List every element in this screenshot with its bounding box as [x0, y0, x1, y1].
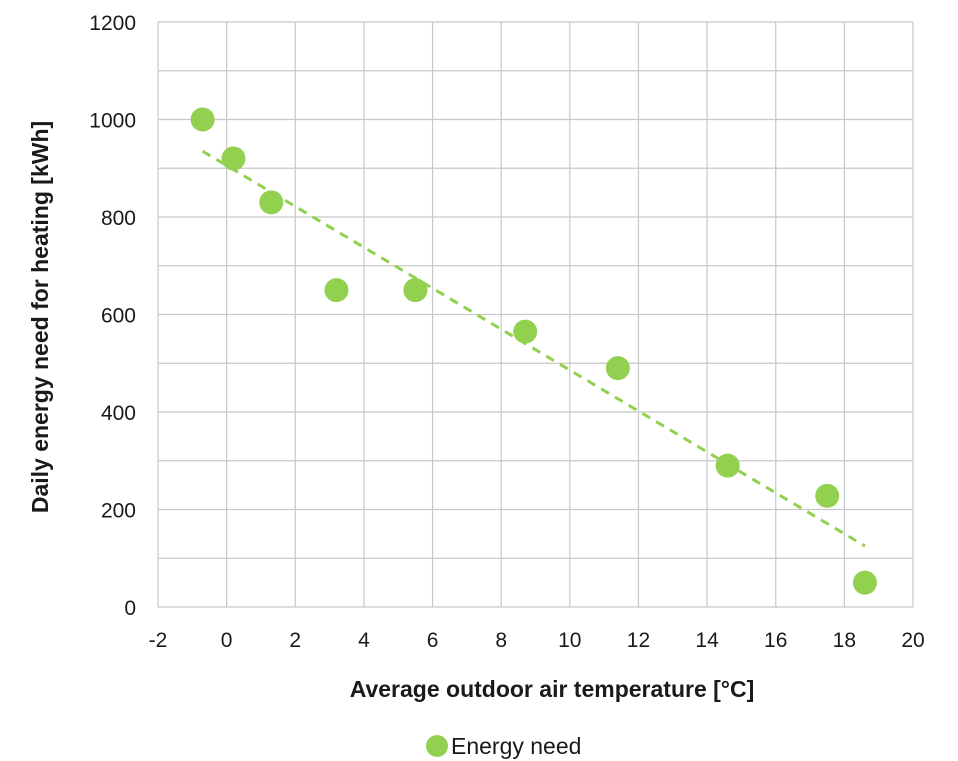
data-point [715, 453, 740, 478]
legend: Energy need [426, 733, 581, 759]
x-tick-label: 18 [833, 629, 856, 652]
y-axis-title: Daily energy need for heating [kWh] [27, 121, 53, 513]
data-point [324, 278, 349, 303]
y-tick-label: 800 [101, 207, 136, 230]
data-point [605, 356, 630, 381]
x-tick-label: -2 [149, 629, 168, 652]
x-axis-title: Average outdoor air temperature [°C] [350, 676, 755, 702]
data-point [259, 190, 284, 215]
y-tick-label: 200 [101, 500, 136, 523]
x-tick-label: 20 [901, 629, 924, 652]
x-tick-label: 10 [558, 629, 581, 652]
legend-marker [426, 735, 448, 757]
x-tick-label: 0 [221, 629, 233, 652]
x-tick-label: 16 [764, 629, 787, 652]
y-tick-label: 0 [124, 597, 136, 620]
y-tick-label: 400 [101, 402, 136, 425]
data-point [403, 278, 428, 303]
y-tick-label: 600 [101, 305, 136, 328]
x-tick-label: 2 [289, 629, 301, 652]
y-tick-label: 1000 [89, 110, 136, 133]
y-tick-labels: 0 200 400 600 800 1000 1200 [89, 12, 136, 620]
data-point [513, 319, 538, 344]
data-point [221, 146, 246, 171]
trendline [201, 149, 866, 548]
x-tick-label: 4 [358, 629, 370, 652]
x-tick-label: 8 [495, 629, 507, 652]
legend-label: Energy need [451, 733, 581, 759]
x-tick-label: 12 [627, 629, 650, 652]
data-point [815, 483, 840, 508]
x-tick-label: 6 [427, 629, 439, 652]
data-point [852, 570, 877, 595]
y-tick-label: 1200 [89, 12, 136, 35]
data-point [190, 107, 215, 132]
x-tick-labels: -2 0 2 4 6 8 10 12 14 16 18 20 [149, 629, 925, 652]
x-tick-label: 14 [695, 629, 719, 652]
grid-lines [157, 21, 914, 608]
data-points [190, 107, 877, 595]
